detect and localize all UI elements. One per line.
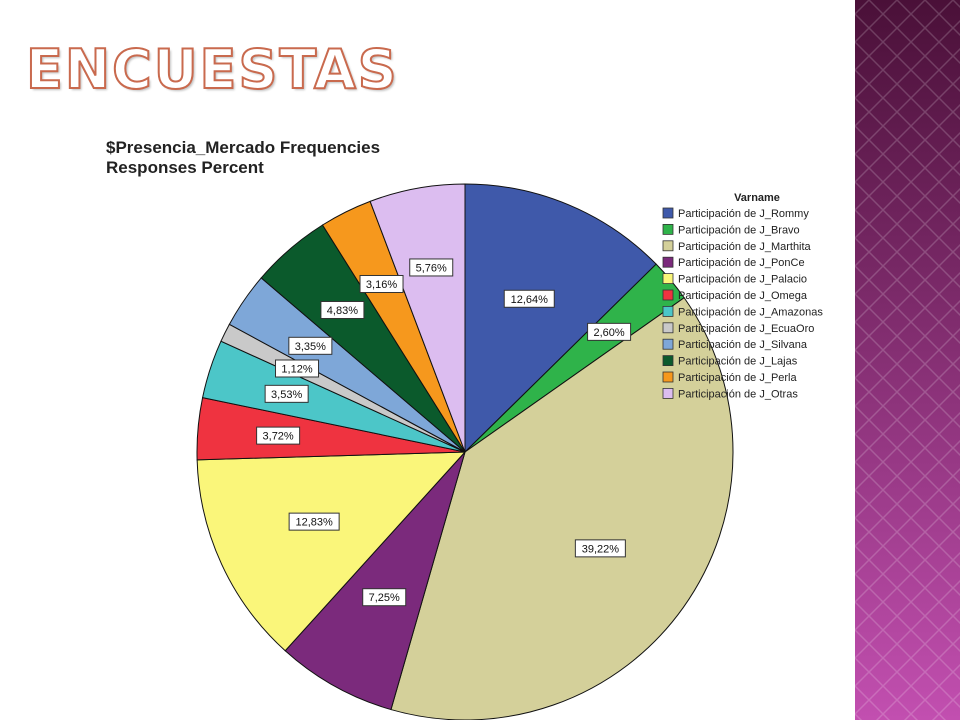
data-label-participaci-n-de-j-ponce: 7,25% (369, 592, 400, 604)
data-label-box-participaci-n-de-j-rommy (503, 289, 555, 308)
decorative-side-band (855, 0, 960, 720)
data-label-box-participaci-n-de-j-lajas (320, 300, 365, 319)
legend-swatch-participaci-n-de-j-marthita (662, 240, 674, 252)
slide-title: ENCUESTAS (25, 37, 399, 102)
legend-label-participaci-n-de-j-palacio: Participación de J_Palacio (678, 274, 807, 286)
data-label-box-participaci-n-de-j-marthita (574, 539, 626, 558)
data-label-box-participaci-n-de-j-silvana (288, 336, 333, 355)
legend-swatch-participaci-n-de-j-ecuaoro (662, 322, 674, 334)
legend-swatch-participaci-n-de-j-otras (662, 387, 674, 399)
legend-label-participaci-n-de-j-rommy: Participación de J_Rommy (678, 208, 809, 220)
data-label-participaci-n-de-j-rommy: 12,64% (511, 294, 549, 306)
pie-slice-participaci-n-de-j-otras (369, 183, 466, 453)
legend-label-participaci-n-de-j-amazonas: Participación de J_Amazonas (678, 306, 823, 318)
legend-swatch-participaci-n-de-j-perla (662, 371, 674, 383)
data-label-participaci-n-de-j-amazonas: 3,53% (271, 389, 302, 401)
legend-label-participaci-n-de-j-ponce: Participación de J_PonCe (678, 257, 805, 269)
data-label-participaci-n-de-j-perla: 3,16% (366, 279, 397, 291)
chart-title: $Presencia_Mercado Frequencies Responses… (106, 138, 380, 178)
legend-label-participaci-n-de-j-otras: Participación de J_Otras (678, 388, 798, 400)
legend-swatch-participaci-n-de-j-palacio (662, 273, 674, 285)
legend-swatch-participaci-n-de-j-rommy (662, 207, 674, 219)
data-label-participaci-n-de-j-silvana: 3,35% (295, 341, 326, 353)
chart-title-line-1: $Presencia_Mercado Frequencies (106, 138, 381, 157)
legend-swatch-participaci-n-de-j-lajas (662, 355, 674, 367)
legend-swatch-participaci-n-de-j-amazonas (662, 305, 674, 317)
data-label-box-participaci-n-de-j-perla (359, 274, 404, 293)
data-label-box-participaci-n-de-j-omega (256, 426, 301, 445)
legend-label-participaci-n-de-j-ecuaoro: Participación de J_EcuaOro (678, 323, 814, 335)
legend-swatch-participaci-n-de-j-bravo (662, 223, 674, 235)
data-label-participaci-n-de-j-omega: 3,72% (263, 431, 294, 443)
data-label-box-participaci-n-de-j-bravo (587, 322, 632, 341)
pie-data-labels: 12,64% 2,60% 39,22% 7,25% 12,83% 3,72% 3,53% 1,… (256, 258, 632, 607)
data-label-box-participaci-n-de-j-ponce (362, 588, 407, 607)
data-label-participaci-n-de-j-bravo: 2,60% (593, 327, 624, 339)
pie-slice-participaci-n-de-j-palacio (196, 451, 467, 652)
legend-label-participaci-n-de-j-marthita: Participación de J_Marthita (678, 241, 812, 253)
chart-title-line-2: Responses Percent (106, 158, 264, 177)
data-label-box-participaci-n-de-j-amazonas (264, 384, 309, 403)
legend-label-participaci-n-de-j-silvana: Participación de J_Silvana (678, 339, 808, 351)
legend-label-participaci-n-de-j-perla: Participación de J_Perla (678, 372, 798, 384)
data-label-box-participaci-n-de-j-otras (409, 258, 454, 277)
pie-slice-participaci-n-de-j-rommy (464, 183, 657, 454)
data-label-participaci-n-de-j-marthita: 39,22% (582, 543, 620, 555)
data-label-participaci-n-de-j-lajas: 4,83% (327, 305, 358, 317)
data-label-participaci-n-de-j-palacio: 12,83% (295, 517, 333, 529)
legend-swatch-participaci-n-de-j-ponce (662, 256, 674, 268)
data-label-participaci-n-de-j-otras: 5,76% (416, 262, 447, 274)
data-label-participaci-n-de-j-ecuaoro: 1,12% (281, 363, 312, 375)
legend-swatch-participaci-n-de-j-silvana (662, 338, 674, 350)
legend-label-participaci-n-de-j-lajas: Participación de J_Lajas (678, 356, 798, 368)
data-label-box-participaci-n-de-j-ecuaoro (275, 359, 320, 378)
pie-slice-participaci-n-de-j-ponce (284, 451, 466, 711)
chart-legend: Varname Participación de J_Rommy Particip… (662, 192, 823, 400)
legend-label-participaci-n-de-j-omega: Participación de J_Omega (678, 290, 808, 302)
legend-label-participaci-n-de-j-bravo: Participación de J_Bravo (678, 224, 800, 236)
legend-swatch-participaci-n-de-j-omega (662, 289, 674, 301)
pie-slice-participaci-n-de-j-marthita (390, 297, 734, 720)
legend-title: Varname (734, 192, 780, 204)
pie-slices (196, 183, 734, 720)
data-label-box-participaci-n-de-j-palacio (288, 512, 340, 531)
